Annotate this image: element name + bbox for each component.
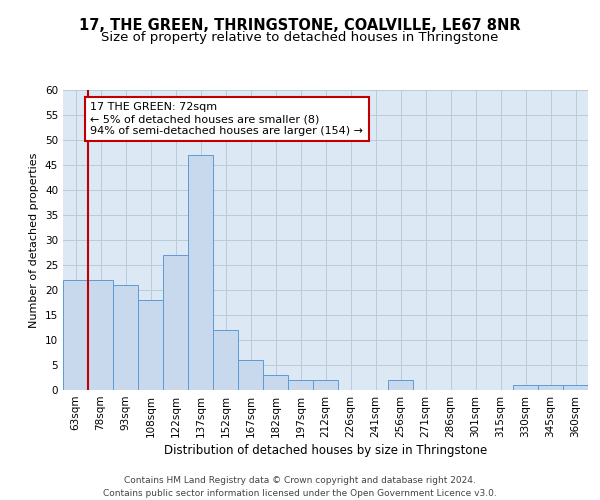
Bar	[88, 280, 113, 390]
Bar	[63, 280, 88, 390]
Bar	[188, 155, 213, 390]
Bar	[288, 380, 313, 390]
Bar	[563, 385, 588, 390]
Bar	[113, 285, 138, 390]
Bar	[313, 380, 338, 390]
Text: 17 THE GREEN: 72sqm
← 5% of detached houses are smaller (8)
94% of semi-detached: 17 THE GREEN: 72sqm ← 5% of detached hou…	[91, 102, 364, 136]
Bar	[263, 375, 288, 390]
Text: Size of property relative to detached houses in Thringstone: Size of property relative to detached ho…	[101, 31, 499, 44]
Text: Contains HM Land Registry data © Crown copyright and database right 2024.
Contai: Contains HM Land Registry data © Crown c…	[103, 476, 497, 498]
X-axis label: Distribution of detached houses by size in Thringstone: Distribution of detached houses by size …	[164, 444, 487, 457]
Bar	[388, 380, 413, 390]
Bar	[238, 360, 263, 390]
Bar	[213, 330, 238, 390]
Bar	[138, 300, 163, 390]
Bar	[163, 255, 188, 390]
Bar	[538, 385, 563, 390]
Bar	[513, 385, 538, 390]
Y-axis label: Number of detached properties: Number of detached properties	[29, 152, 40, 328]
Text: 17, THE GREEN, THRINGSTONE, COALVILLE, LE67 8NR: 17, THE GREEN, THRINGSTONE, COALVILLE, L…	[79, 18, 521, 32]
